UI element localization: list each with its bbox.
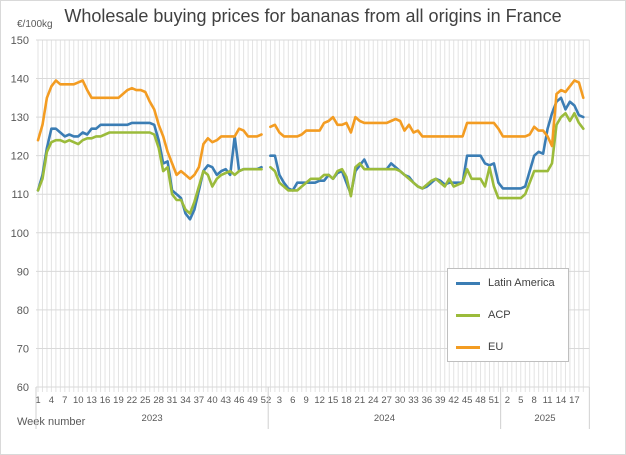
x-tick-label: 49 [247, 395, 258, 406]
x-year-label: 2024 [374, 413, 395, 424]
x-year-label: 2023 [142, 413, 163, 424]
x-tick-label: 15 [328, 395, 339, 406]
legend-swatch [456, 313, 480, 317]
x-tick-label: 8 [532, 395, 537, 406]
y-tick-label: 110 [11, 189, 29, 201]
y-axis-label: €/100kg [17, 19, 53, 30]
y-tick-label: 80 [17, 305, 29, 317]
x-tick-label: 4 [49, 395, 54, 406]
x-tick-label: 19 [113, 395, 124, 406]
x-tick-label: 30 [395, 395, 406, 406]
legend-item: Latin America [456, 277, 555, 289]
legend-label: EU [488, 341, 504, 353]
x-tick-label: 18 [341, 395, 352, 406]
x-tick-label: 37 [194, 395, 205, 406]
x-tick-label: 43 [220, 395, 231, 406]
y-tick-label: 130 [11, 112, 29, 124]
x-tick-label: 27 [381, 395, 392, 406]
x-tick-label: 11 [543, 395, 553, 406]
legend-item: EU [456, 341, 503, 353]
x-tick-label: 40 [207, 395, 218, 406]
x-tick-label: 9 [304, 395, 309, 406]
x-tick-label: 3 [277, 395, 282, 406]
x-tick-label: 14 [556, 395, 567, 406]
y-tick-label: 140 [11, 74, 29, 86]
legend-swatch [456, 281, 480, 285]
x-axis-label: Week number [17, 416, 86, 428]
x-tick-label: 45 [462, 395, 473, 406]
x-tick-label: 42 [448, 395, 459, 406]
x-year-label: 2025 [534, 413, 555, 424]
x-tick-label: 36 [422, 395, 433, 406]
x-tick-label: 33 [408, 395, 419, 406]
legend-swatch [456, 345, 480, 349]
x-tick-label: 13 [86, 395, 97, 406]
x-tick-label: 51 [489, 395, 500, 406]
x-tick-label: 5 [518, 395, 523, 406]
x-tick-label: 6 [290, 395, 295, 406]
y-tick-label: 60 [17, 382, 29, 394]
series-line-eu [36, 79, 585, 181]
x-tick-label: 46 [234, 395, 245, 406]
x-tick-label: 28 [153, 395, 164, 406]
legend-label: Latin America [488, 277, 555, 289]
y-tick-label: 120 [11, 151, 29, 163]
chart-title: Wholesale buying prices for bananas from… [64, 6, 562, 26]
x-tick-label: 1 [35, 395, 40, 406]
y-tick-label: 100 [11, 228, 29, 240]
y-tick-label: 70 [17, 343, 29, 355]
x-tick-label: 25 [140, 395, 151, 406]
x-tick-label: 22 [127, 395, 138, 406]
x-tick-label: 2 [505, 395, 510, 406]
legend: Latin America ACP EU [447, 268, 569, 362]
x-tick-label: 21 [355, 395, 366, 406]
x-tick-label: 52 [261, 395, 272, 406]
legend-label: ACP [488, 309, 511, 321]
y-tick-label: 90 [17, 266, 29, 278]
x-tick-label: 16 [100, 395, 111, 406]
x-tick-label: 31 [167, 395, 178, 406]
series-line-acp [36, 112, 585, 215]
x-tick-label: 48 [475, 395, 486, 406]
series-line-latin-america [36, 96, 585, 221]
x-tick-label: 7 [62, 395, 67, 406]
x-tick-label: 39 [435, 395, 446, 406]
x-tick-label: 17 [569, 395, 580, 406]
y-tick-label: 150 [11, 35, 29, 47]
legend-item: ACP [456, 309, 511, 321]
x-tick-label: 10 [73, 395, 84, 406]
x-tick-label: 24 [368, 395, 379, 406]
x-tick-label: 34 [180, 395, 191, 406]
x-tick-label: 12 [314, 395, 325, 406]
